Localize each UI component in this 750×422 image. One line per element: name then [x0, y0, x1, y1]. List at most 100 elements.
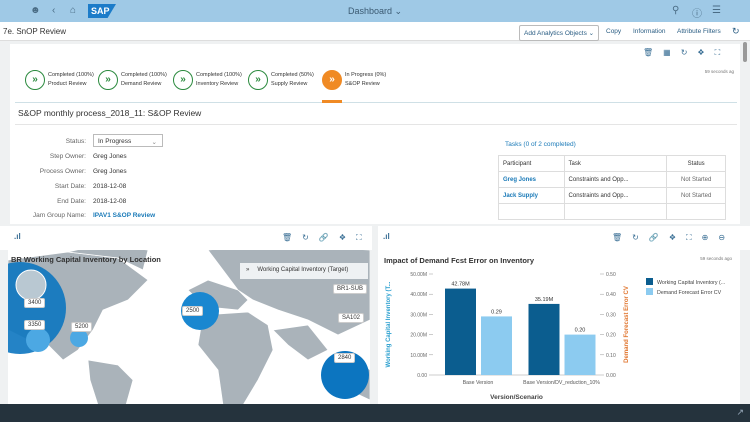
chart-icon[interactable]: ▦ [663, 48, 681, 57]
bar[interactable] [445, 288, 476, 375]
jam-group-link[interactable]: IPAV1 S&OP Review [93, 212, 156, 219]
delete-icon[interactable]: 🗑 [612, 233, 633, 242]
add-analytics-objects-button[interactable]: Add Analytics Objects ⌄ [519, 25, 600, 41]
notifications-icon[interactable]: ☰ [712, 5, 721, 16]
x-tick-label: Base Version [463, 380, 494, 386]
move-icon[interactable]: ❖ [668, 233, 686, 242]
process-step[interactable]: » Completed (100%) Product Review [25, 70, 94, 90]
search-icon[interactable]: ⚲ [672, 5, 680, 16]
bar[interactable] [528, 303, 560, 375]
status-cell: Not Started [666, 187, 726, 204]
y2-axis-title: Demand Forecast Error CV [624, 286, 630, 363]
process-step[interactable]: » Completed (100%) Inventory Review [173, 70, 242, 90]
bar[interactable] [481, 316, 512, 375]
dashboard-title[interactable]: Dashboard ⌄ [347, 6, 403, 16]
col-status: Status [666, 155, 726, 172]
process-step[interactable]: » Completed (100%) Demand Review [98, 70, 167, 90]
help-icon[interactable]: ⓘ [692, 9, 702, 20]
zoom-out-icon[interactable]: ⊖ [718, 233, 736, 242]
process-step[interactable]: » Completed (50%) Supply Review [248, 70, 314, 90]
expand-icon[interactable]: » [246, 267, 250, 273]
card-toolbar: 🗑▦↻❖⛶ [643, 48, 730, 58]
copy-button[interactable]: Copy [606, 28, 622, 35]
navigation-control[interactable] [15, 269, 47, 301]
chart-type-icon[interactable]: .ıl [383, 232, 390, 241]
refresh-icon[interactable]: ↻ [632, 233, 649, 242]
refresh-icon[interactable]: ↻ [680, 48, 698, 57]
page-title: 7e. SnOP Review [3, 27, 66, 36]
step-name: Supply Review [271, 81, 308, 87]
participant-link[interactable]: Jack Supply [498, 187, 565, 204]
title-text: Dashboard [347, 6, 392, 16]
map-label[interactable]: 5200 [71, 322, 93, 332]
active-step-indicator [322, 100, 342, 103]
fullscreen-icon[interactable]: ⛶ [686, 233, 702, 242]
step-chevron-icon: » [322, 70, 342, 90]
status-cell: Not Started [666, 171, 726, 188]
link-icon[interactable]: 🔗 [648, 233, 669, 242]
fullscreen-icon[interactable]: ⛶ [714, 48, 731, 57]
map-label[interactable]: 2840 [334, 353, 356, 363]
share-icon[interactable]: ↗ [736, 407, 744, 417]
back-icon[interactable]: ‹ [52, 5, 56, 16]
bar-label: 0.20 [575, 328, 586, 334]
home-icon[interactable]: ⌂ [70, 5, 77, 16]
information-button[interactable]: Information [633, 28, 666, 35]
step-status: Completed (100%) [48, 72, 94, 78]
attribute-filters-button[interactable]: Attribute Filters [677, 28, 721, 35]
user-icon[interactable]: ☻ [30, 5, 41, 16]
step-chevron-icon: » [248, 70, 268, 90]
status-label: Status: [65, 138, 86, 145]
y2-tick-label: 0.10 [606, 353, 616, 359]
legend-label[interactable]: Working Capital Inventory (... [657, 280, 725, 286]
step-chevron-icon: » [25, 70, 45, 90]
tasks-table: Participant Task Status Greg Jones Constrai… [498, 155, 726, 220]
status-select[interactable]: In Progress ⌄ [93, 134, 163, 147]
col-task: Task [563, 155, 668, 172]
tasks-title[interactable]: Tasks (0 of 2 completed) [505, 141, 576, 148]
process-step[interactable]: » In Progress (0%) S&OP Review [322, 70, 386, 90]
step-status: In Progress (0%) [345, 72, 387, 78]
scrollbar[interactable] [743, 42, 747, 62]
chart-type-icon[interactable]: .ıl [14, 232, 21, 241]
map-panel-header: .ıl 🗑↻🔗❖⛶ [0, 226, 372, 250]
legend-swatch [646, 278, 653, 285]
map-label[interactable]: 2500 [182, 306, 204, 316]
participant-link[interactable]: Greg Jones [498, 171, 565, 188]
delete-icon[interactable]: 🗑 [282, 233, 303, 242]
table-row: Greg Jones Constraints and Opp... Not Star… [498, 171, 726, 188]
map-label[interactable]: BR1-SUB [333, 284, 368, 294]
legend-label[interactable]: Demand Forecast Error CV [657, 290, 722, 296]
step-status: Completed (100%) [121, 72, 167, 78]
bar-chart: 0.00 0.00 10.00M 0.10 20.00M 0.20 30.00M 0.30 40… [386, 272, 725, 401]
y2-tick-label: 0.40 [606, 292, 616, 298]
link-icon[interactable]: ❖ [697, 48, 715, 57]
map-label[interactable]: 3350 [24, 320, 46, 330]
zoom-in-icon[interactable]: ⊕ [701, 233, 719, 242]
fullscreen-icon[interactable]: ⛶ [356, 233, 372, 242]
map-label[interactable]: 3400 [24, 298, 46, 308]
chart-panel-header: .ıl 🗑↻🔗❖⛶⊕⊖ [378, 226, 750, 250]
bubble[interactable] [321, 351, 369, 399]
y-tick-label: 10.00M [410, 353, 427, 359]
chart-area: Impact of Demand Fcst Error on Inventory… [378, 250, 740, 405]
bubble[interactable] [26, 328, 50, 352]
refresh-icon[interactable]: ↻ [302, 233, 319, 242]
refresh-icon[interactable]: ↻ [732, 26, 740, 36]
end-date-label: End Date: [57, 198, 86, 205]
start-date-value: 2018-12-08 [93, 183, 127, 190]
map-label[interactable]: SA102 [338, 313, 365, 323]
move-icon[interactable]: ❖ [338, 233, 356, 242]
divider [15, 124, 737, 125]
bubble[interactable] [70, 329, 88, 347]
map-legend[interactable]: » Working Capital Inventory (Target) [240, 263, 368, 279]
bar-label: 0.29 [491, 309, 502, 315]
step-name: Inventory Review [196, 81, 239, 87]
y2-tick-label: 0.30 [606, 312, 616, 318]
link-icon[interactable]: 🔗 [318, 233, 339, 242]
start-date-label: Start Date: [54, 183, 86, 190]
map-area[interactable]: BR Working Capital Inventory by Location… [8, 250, 370, 405]
bar[interactable] [564, 334, 596, 375]
delete-icon[interactable]: 🗑 [643, 48, 664, 57]
map-title: BR Working Capital Inventory by Location [11, 255, 161, 264]
